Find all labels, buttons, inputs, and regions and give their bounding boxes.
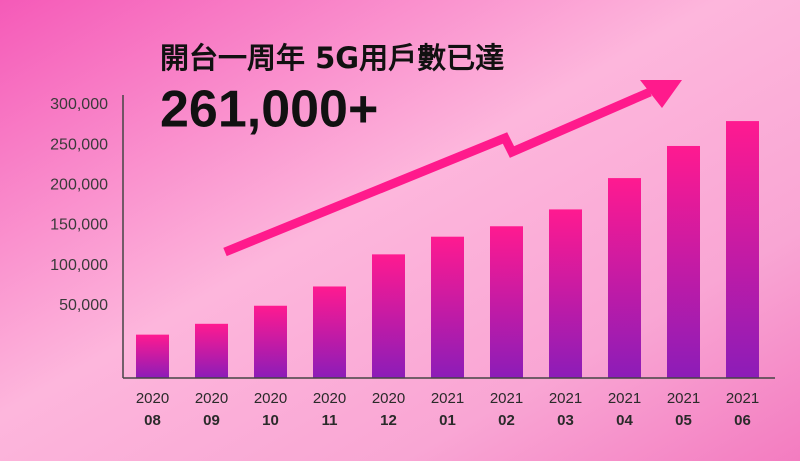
x-tick-label: 2021 <box>726 390 759 407</box>
x-tick-label: 03 <box>557 412 574 429</box>
chart-title: 開台一周年 5G用戶數已達 <box>160 41 504 75</box>
x-tick-label: 2020 <box>254 390 287 407</box>
bar <box>608 178 641 378</box>
bar <box>254 305 287 378</box>
y-tick-label: 150,000 <box>50 217 108 234</box>
x-tick-label: 05 <box>675 412 692 429</box>
bar <box>195 323 228 378</box>
x-tick-label: 11 <box>322 412 338 429</box>
bar <box>372 254 405 378</box>
x-tick-label: 2021 <box>490 390 523 407</box>
trend-arrow <box>223 87 652 257</box>
bar <box>726 121 759 378</box>
x-tick-label: 06 <box>734 412 751 429</box>
x-tick-label: 01 <box>439 412 456 429</box>
x-tick-label: 12 <box>380 412 397 429</box>
y-tick-label: 50,000 <box>59 297 108 314</box>
x-tick-label: 2020 <box>136 390 169 407</box>
x-tick-label: 2021 <box>667 390 700 407</box>
x-tick-label: 2020 <box>195 390 228 407</box>
y-tick-label: 100,000 <box>50 257 108 274</box>
y-tick-label: 250,000 <box>50 136 108 153</box>
x-tick-label: 2020 <box>313 390 346 407</box>
x-tick-label: 09 <box>203 412 220 429</box>
arrow-head <box>640 80 682 108</box>
x-tick-label: 2020 <box>372 390 405 407</box>
bar <box>431 236 464 378</box>
y-tick-label: 200,000 <box>50 177 108 194</box>
bar <box>313 286 346 378</box>
x-tick-label: 02 <box>498 412 515 429</box>
bar <box>136 334 169 378</box>
headline: 261,000+ <box>160 81 378 139</box>
bar <box>549 209 582 378</box>
bar <box>490 226 523 378</box>
x-tick-label: 2021 <box>431 390 464 407</box>
x-tick-label: 2021 <box>549 390 582 407</box>
x-tick-label: 2021 <box>608 390 641 407</box>
x-tick-label: 08 <box>144 412 161 429</box>
x-tick-label: 04 <box>616 412 633 429</box>
bar <box>667 145 700 378</box>
y-tick-label: 300,000 <box>50 96 108 113</box>
x-tick-label: 10 <box>262 412 279 429</box>
